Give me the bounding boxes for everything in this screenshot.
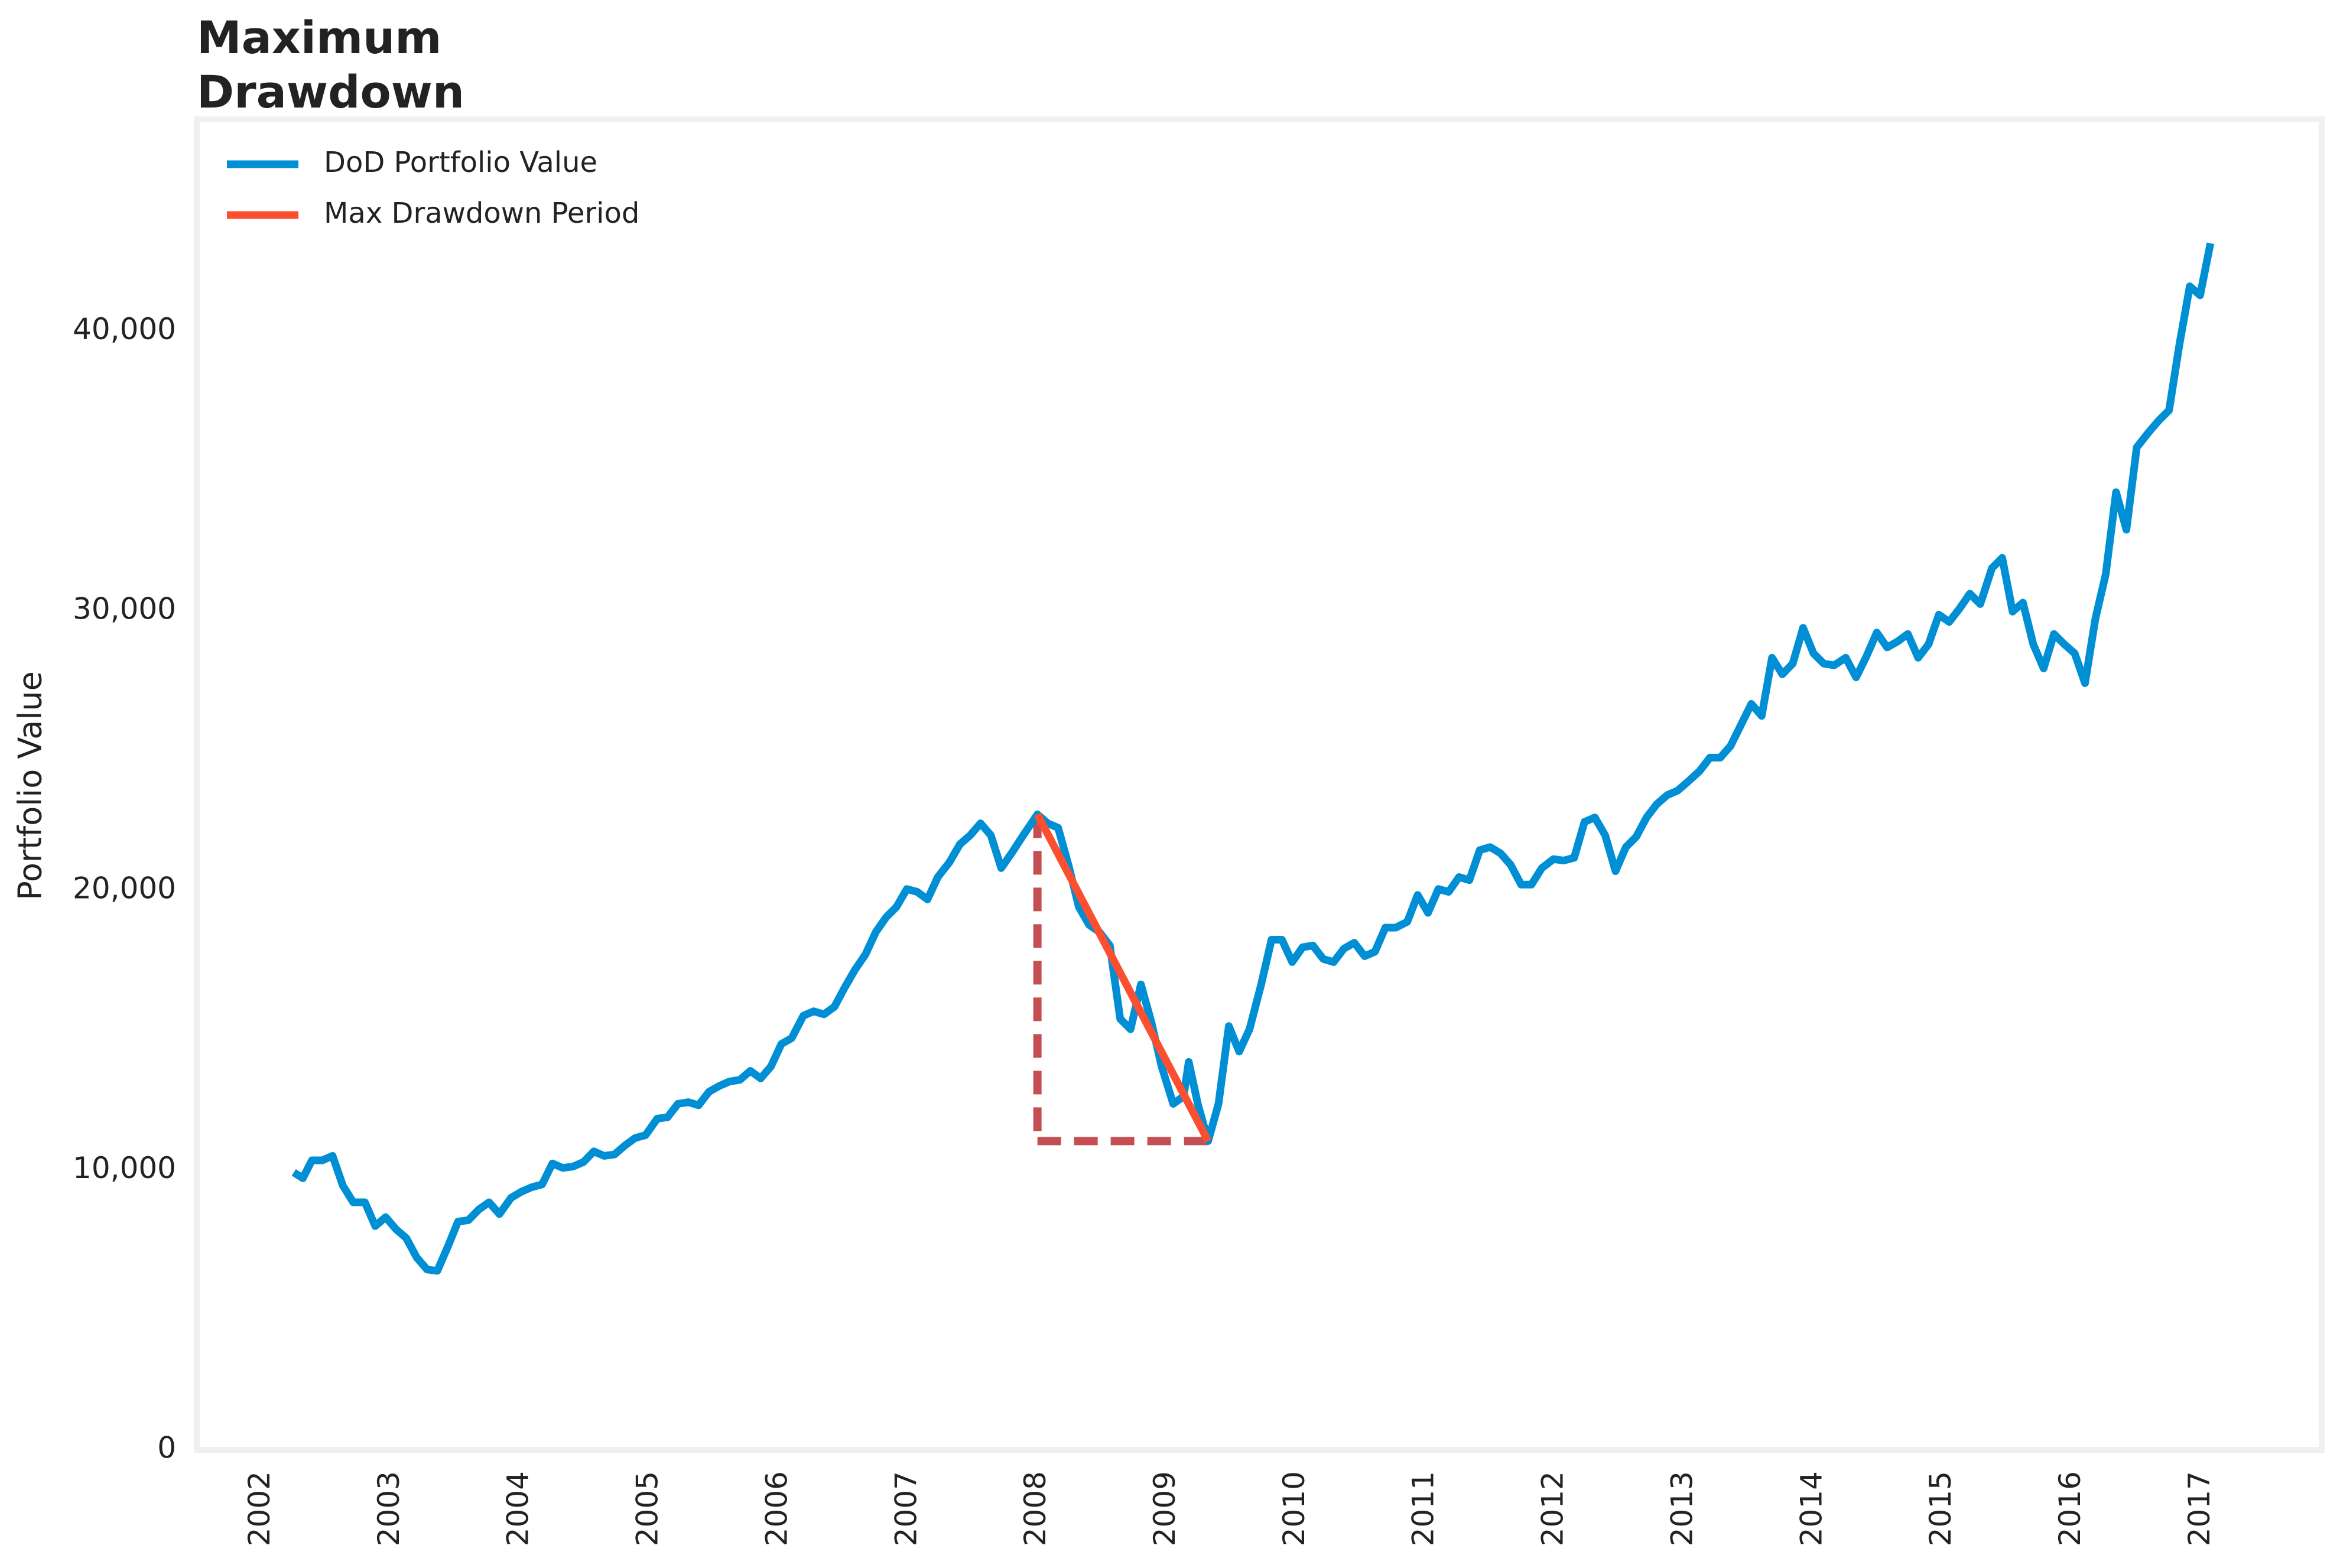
plot-frame xyxy=(194,116,2325,1453)
y-tick-label: 40,000 xyxy=(73,312,176,346)
series-line xyxy=(291,242,2215,1275)
y-tick-label: 0 xyxy=(157,1431,176,1465)
x-tick-label: 2011 xyxy=(1406,1471,1441,1546)
x-tick-label: 2010 xyxy=(1277,1471,1311,1546)
x-tick-label: 2013 xyxy=(1665,1471,1699,1546)
x-tick-label: 2009 xyxy=(1148,1471,1182,1546)
legend-label: Max Drawdown Period xyxy=(324,197,639,230)
x-tick-label: 2006 xyxy=(759,1471,794,1546)
y-tick-label: 10,000 xyxy=(73,1151,176,1185)
x-tick-label: 2008 xyxy=(1018,1471,1052,1546)
x-tick-label: 2016 xyxy=(2053,1471,2087,1546)
x-tick-label: 2014 xyxy=(1794,1471,1828,1546)
x-tick-label: 2015 xyxy=(1923,1471,1958,1546)
x-tick-label: 2003 xyxy=(372,1471,406,1546)
y-tick-label: 20,000 xyxy=(73,871,176,906)
x-tick-label: 2004 xyxy=(501,1471,535,1546)
y-tick-label: 30,000 xyxy=(73,591,176,626)
x-tick-label: 2017 xyxy=(2182,1471,2216,1546)
x-tick-label: 2007 xyxy=(889,1471,923,1546)
x-tick-label: 2012 xyxy=(1536,1471,1570,1546)
series-line xyxy=(1034,812,1212,1143)
x-tick-label: 2002 xyxy=(242,1471,277,1546)
legend-label: DoD Portfolio Value xyxy=(324,146,597,179)
x-tick-label: 2005 xyxy=(630,1471,665,1546)
chart-title: Maximum Drawdown xyxy=(197,11,464,118)
y-axis-label: Portfolio Value xyxy=(12,671,49,900)
